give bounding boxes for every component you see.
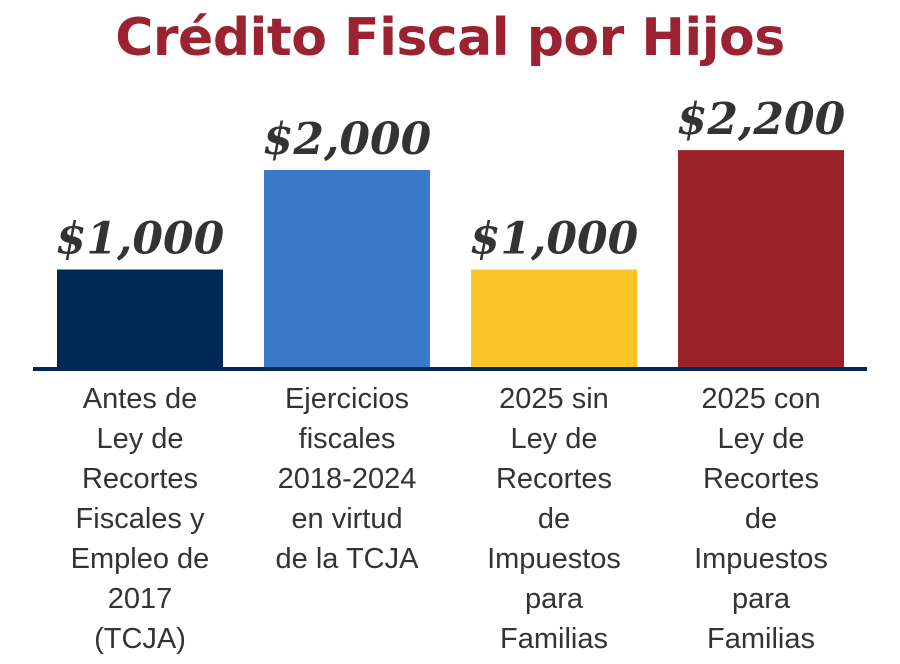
category-label: en virtud (291, 503, 402, 535)
category-label: (TCJA) (94, 623, 186, 655)
category-label: Ley de (717, 423, 804, 455)
category-label: para (525, 583, 584, 615)
category-label: Impuestos (694, 543, 828, 575)
data-label: $2,000 (263, 114, 432, 165)
bar (471, 269, 637, 369)
category-label: 2017 (108, 583, 173, 615)
category-label: Recortes (496, 463, 612, 495)
data-label: $1,000 (56, 214, 225, 265)
category-label: Ejercicios (285, 383, 409, 415)
x-axis-line (33, 367, 867, 371)
category-label: Familias (500, 623, 608, 655)
category-label: 2025 con (701, 383, 820, 415)
category-label: 2025 sin (499, 383, 609, 415)
category-label: Ley de (96, 423, 183, 455)
bar (264, 170, 430, 369)
chart-title: Crédito Fiscal por Hijos (115, 8, 785, 68)
category-label: fiscales (299, 423, 396, 455)
bar (57, 269, 223, 369)
category-label: Impuestos (487, 543, 621, 575)
data-label: $1,000 (470, 214, 639, 265)
category-label: Ley de (510, 423, 597, 455)
category-label: para (732, 583, 791, 615)
category-label: Fiscales y (76, 503, 205, 535)
category-label: de (538, 503, 570, 535)
category-label: Familias (707, 623, 815, 655)
category-label: Empleo de (71, 543, 210, 575)
category-label: de (745, 503, 777, 535)
category-label: de la TCJA (276, 543, 420, 575)
category-label: Recortes (82, 463, 198, 495)
category-label: Recortes (703, 463, 819, 495)
data-label: $2,200 (677, 94, 846, 145)
bar (678, 150, 844, 369)
category-label: 2018-2024 (278, 463, 417, 495)
category-label: Antes de (83, 383, 197, 415)
